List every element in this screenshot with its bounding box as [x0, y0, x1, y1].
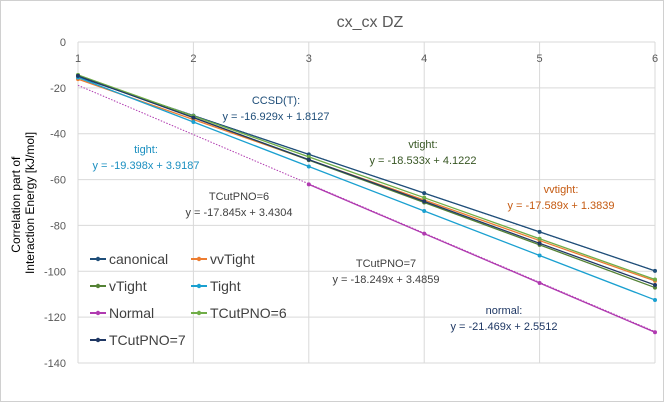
y-tick-label: -100	[44, 266, 66, 278]
legend-marker-vvtight	[196, 256, 202, 262]
data-point-tcutpno-7	[76, 73, 80, 78]
legend-label-vtight: vTight	[109, 278, 147, 294]
y-tick-label: -20	[50, 83, 66, 95]
data-point-normal	[422, 231, 427, 236]
equation-annotation-line: y = -18.533x + 4.1222	[369, 155, 476, 167]
data-point-canonical	[537, 229, 542, 234]
data-point-tcutpno-6	[653, 277, 657, 282]
data-point-tight	[422, 208, 427, 213]
data-point-tcutpno-7	[653, 283, 657, 288]
data-point-normal	[537, 280, 542, 285]
data-point-tcutpno-7	[306, 157, 311, 162]
data-point-tight	[653, 297, 657, 302]
legend: canonical vvTight vTight Tight Normal TCutPNO…	[90, 251, 287, 348]
series-line-tight	[77, 76, 656, 301]
equation-annotation: vvtight: y = -17.589x + 1.3839	[507, 184, 614, 212]
y-tick-label: -60	[50, 175, 66, 187]
y-axis-label: Correlation part of Interaction Energy […	[9, 132, 37, 274]
equation-annotation: vtight: y = -18.533x + 4.1222	[369, 139, 476, 167]
equation-annotation-line: y = -19.398x + 3.9187	[92, 160, 199, 172]
series-lines	[76, 73, 657, 335]
x-tick-label: 6	[652, 53, 658, 65]
equation-annotation-line: vvtight:	[544, 184, 579, 196]
data-point-canonical	[422, 191, 427, 196]
equation-annotation: CCSD(T): y = -16.929x + 1.8127	[222, 95, 329, 123]
data-point-tight	[191, 120, 196, 125]
legend-label-normal: Normal	[109, 305, 154, 321]
y-tick-label: -120	[44, 312, 66, 324]
equation-annotations: CCSD(T): y = -16.929x + 1.8127 tight: y = -…	[92, 95, 614, 333]
equation-annotation-line: y = -17.589x + 1.3839	[507, 200, 614, 212]
series-line-tcutpno-7	[77, 75, 656, 286]
data-point-tcutpno-7	[422, 199, 427, 204]
y-tick-label: -40	[50, 129, 66, 141]
x-tick-label: 3	[306, 53, 312, 65]
equation-annotation: TCutPNO=6 y = -17.845x + 3.4304	[185, 191, 292, 219]
data-point-normal	[653, 330, 657, 335]
equation-annotation: TCutPNO=7 y = -18.249x + 3.4859	[332, 258, 439, 286]
equation-annotation-line: normal:	[486, 305, 523, 317]
legend-marker-canonical	[95, 256, 101, 262]
equation-annotation-line: CCSD(T):	[252, 95, 300, 107]
legend-label-tcutpno-6: TCutPNO=6	[210, 305, 287, 321]
legend-label-canonical: canonical	[109, 251, 168, 267]
x-tick-label: 4	[421, 53, 427, 65]
equation-annotation: tight: y = -19.398x + 3.9187	[92, 144, 199, 172]
equation-annotation-line: tight:	[134, 144, 158, 156]
equation-annotation-line: y = -17.845x + 3.4304	[185, 207, 292, 219]
equation-annotation-line: vtight:	[408, 139, 437, 151]
legend-label-tcutpno-7: TCutPNO=7	[109, 332, 186, 348]
equation-annotation-line: y = -21.469x + 2.5512	[450, 321, 557, 333]
legend-marker-tight	[196, 283, 202, 289]
axis-ticks: 1 2 3 4 5 6 0 -20 -40 -60 -80 -100 -120 -140	[44, 37, 658, 370]
equation-annotation-line: y = -16.929x + 1.8127	[222, 111, 329, 123]
equation-annotation: normal: y = -21.469x + 2.5512	[450, 305, 557, 333]
y-tick-label: -80	[50, 220, 66, 232]
y-tick-label: -140	[44, 358, 66, 370]
data-point-tcutpno-6	[306, 154, 311, 159]
data-point-tcutpno-7	[191, 115, 196, 120]
series-line-normal	[308, 183, 656, 333]
legend-label-vvtight: vvTight	[210, 251, 255, 267]
gridlines	[77, 41, 656, 364]
chart-title: cx_cx DZ	[337, 14, 404, 31]
series-line-tcutpno-6	[77, 74, 656, 281]
legend-marker-tcutpno-7	[95, 337, 101, 343]
data-point-tcutpno-7	[537, 241, 542, 246]
x-tick-label: 5	[537, 53, 543, 65]
legend-marker-vtight	[95, 283, 101, 289]
equation-annotation-line: TCutPNO=6	[209, 191, 269, 203]
equation-annotation-line: TCutPNO=7	[356, 258, 416, 270]
y-axis-label-line-2: Interaction Energy [kJ/mol]	[23, 132, 37, 274]
data-point-tcutpno-6	[537, 236, 542, 241]
legend-marker-tcutpno-6	[196, 310, 202, 316]
data-point-tcutpno-6	[422, 195, 427, 200]
legend-marker-normal	[95, 310, 101, 316]
data-point-normal	[306, 182, 311, 187]
data-point-canonical	[653, 268, 657, 273]
x-tick-label: 2	[190, 53, 196, 65]
legend-label-tight: Tight	[210, 278, 241, 294]
data-point-tight	[537, 253, 542, 258]
y-tick-label: 0	[60, 37, 66, 49]
x-tick-label: 1	[75, 53, 81, 65]
equation-annotation-line: y = -18.249x + 3.4859	[332, 274, 439, 286]
data-point-tight	[306, 164, 311, 169]
y-axis-label-line-1: Correlation part of	[9, 156, 23, 253]
